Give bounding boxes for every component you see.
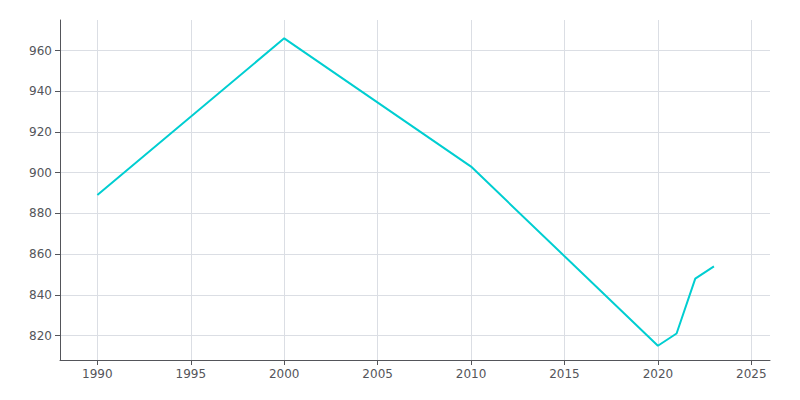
svg-text:2005: 2005 [362, 367, 393, 381]
svg-text:2010: 2010 [456, 367, 487, 381]
svg-text:2025: 2025 [736, 367, 767, 381]
svg-text:840: 840 [29, 288, 52, 302]
svg-text:2000: 2000 [269, 367, 300, 381]
svg-text:2020: 2020 [643, 367, 674, 381]
svg-text:880: 880 [29, 206, 52, 220]
svg-text:940: 940 [29, 84, 52, 98]
svg-text:820: 820 [29, 329, 52, 343]
svg-text:1995: 1995 [176, 367, 207, 381]
svg-text:900: 900 [29, 166, 52, 180]
svg-text:860: 860 [29, 247, 52, 261]
svg-text:960: 960 [29, 44, 52, 58]
svg-text:2015: 2015 [549, 367, 580, 381]
svg-text:1990: 1990 [82, 367, 113, 381]
svg-text:920: 920 [29, 125, 52, 139]
